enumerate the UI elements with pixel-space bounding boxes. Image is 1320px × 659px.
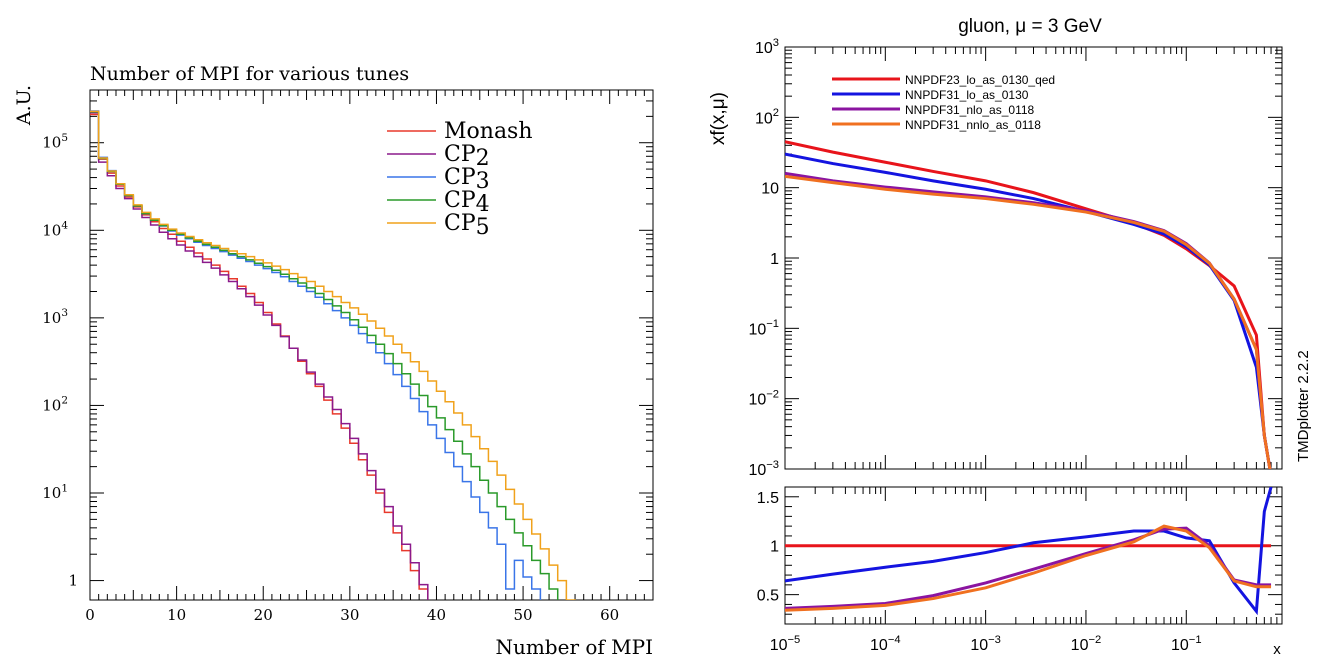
ratio-line-nnpdf31_lo_as_0130 xyxy=(785,487,1273,616)
series-line-cp4 xyxy=(90,111,559,600)
left-x-tick-label: 60 xyxy=(600,606,619,624)
right-legend: NNPDF23_lo_as_0130_qedNNPDF31_lo_as_0130… xyxy=(832,73,1055,132)
ratio-y-tick-label: 0.5 xyxy=(757,588,779,605)
legend-label-monash: Monash xyxy=(444,119,533,144)
x-tick-label: 10−4 xyxy=(870,634,901,654)
series-line-monash xyxy=(90,113,429,600)
left-y-tick-label: 101 xyxy=(42,482,68,502)
left-x-tick-label: 10 xyxy=(167,606,186,624)
x-tick-label: 10−1 xyxy=(1171,634,1202,654)
tmdplotter-label: TMDplotter 2.2.2 xyxy=(1295,350,1312,462)
main-y-tick-label: 10−1 xyxy=(748,318,779,338)
legend-label-cp5: CP5 xyxy=(444,211,490,240)
main-y-tick-label: 10 xyxy=(761,181,779,198)
series-line-cp2 xyxy=(90,111,429,600)
mpi-histogram: Number of MPI for various tunes A.U. Num… xyxy=(13,63,654,659)
pdf-legend-label: NNPDF31_nlo_as_0118 xyxy=(905,103,1035,117)
main-y-tick-label: 10−3 xyxy=(748,459,779,479)
ratio-line-nnpdf31_nnlo_as_0118 xyxy=(785,524,1272,612)
pdf-legend-label: NNPDF23_lo_as_0130_qed xyxy=(905,73,1055,87)
gluon-pdf-chart: gluon, μ = 3 GeV xf(x,μ) TMDplotter 2.2.… xyxy=(708,16,1312,658)
main-y-tick-label: 10−2 xyxy=(748,388,779,408)
left-x-tick-label: 20 xyxy=(254,606,273,624)
left-x-tick-label: 50 xyxy=(514,606,533,624)
left-axis-ticks: 0 10 20 30 40 50 60 1 101 102 103 104 105 xyxy=(42,89,654,624)
legend-label-cp3: CP3 xyxy=(444,165,490,194)
left-y-tick-label: 104 xyxy=(42,220,68,240)
series-line-cp3 xyxy=(90,110,542,600)
legend-label-cp2: CP2 xyxy=(444,142,490,171)
x-tick-label: 10−5 xyxy=(770,634,801,654)
legend-label-cp4: CP4 xyxy=(444,188,490,217)
pdf-legend-label: NNPDF31_lo_as_0130 xyxy=(905,88,1029,102)
ratio-y-tick-label: 1 xyxy=(770,539,779,556)
main-y-tick-label: 1 xyxy=(770,251,779,268)
left-series-group xyxy=(90,110,576,600)
ratio-line-nnpdf31_nlo_as_0118 xyxy=(785,526,1272,610)
pdf-line-nnpdf31_nlo_as_0118 xyxy=(785,171,1272,469)
ratio-y-tick-label: 1.5 xyxy=(757,490,779,507)
series-line-cp5 xyxy=(90,110,576,600)
left-y-tick-label: 1 xyxy=(68,572,78,590)
right-axis-ticks: 10−5 10−4 10−3 10−2 10−110−310−210−111010210… xyxy=(748,37,1283,654)
right-y-axis-label: xf(x,μ) xyxy=(708,92,729,145)
right-series-group xyxy=(785,140,1272,469)
left-y-tick-label: 102 xyxy=(42,395,68,415)
left-y-axis-label: A.U. xyxy=(13,85,35,126)
x-tick-label: 10−3 xyxy=(970,634,1001,654)
x-tick-label: 10−2 xyxy=(1071,634,1102,654)
left-x-tick-label: 0 xyxy=(85,606,95,624)
pdf-line-nnpdf31_lo_as_0130 xyxy=(785,152,1272,469)
left-plot-frame xyxy=(89,89,654,601)
right-x-axis-label: x xyxy=(1273,641,1281,658)
main-y-tick-label: 102 xyxy=(755,107,779,127)
left-x-tick-label: 30 xyxy=(340,606,359,624)
pdf-line-nnpdf23_lo_as_0130_qed xyxy=(785,140,1272,469)
left-x-tick-label: 40 xyxy=(427,606,446,624)
ratio-series-group xyxy=(785,487,1273,616)
left-x-axis-label: Number of MPI xyxy=(495,635,653,659)
pdf-line-nnpdf31_nnlo_as_0118 xyxy=(785,174,1272,469)
left-y-tick-label: 105 xyxy=(42,132,68,152)
pdf-legend-label: NNPDF31_nnlo_as_0118 xyxy=(905,118,1041,132)
main-y-tick-label: 103 xyxy=(755,37,779,57)
right-chart-title: gluon, μ = 3 GeV xyxy=(958,16,1102,37)
left-y-tick-label: 103 xyxy=(42,307,68,327)
left-chart-title: Number of MPI for various tunes xyxy=(90,63,409,85)
